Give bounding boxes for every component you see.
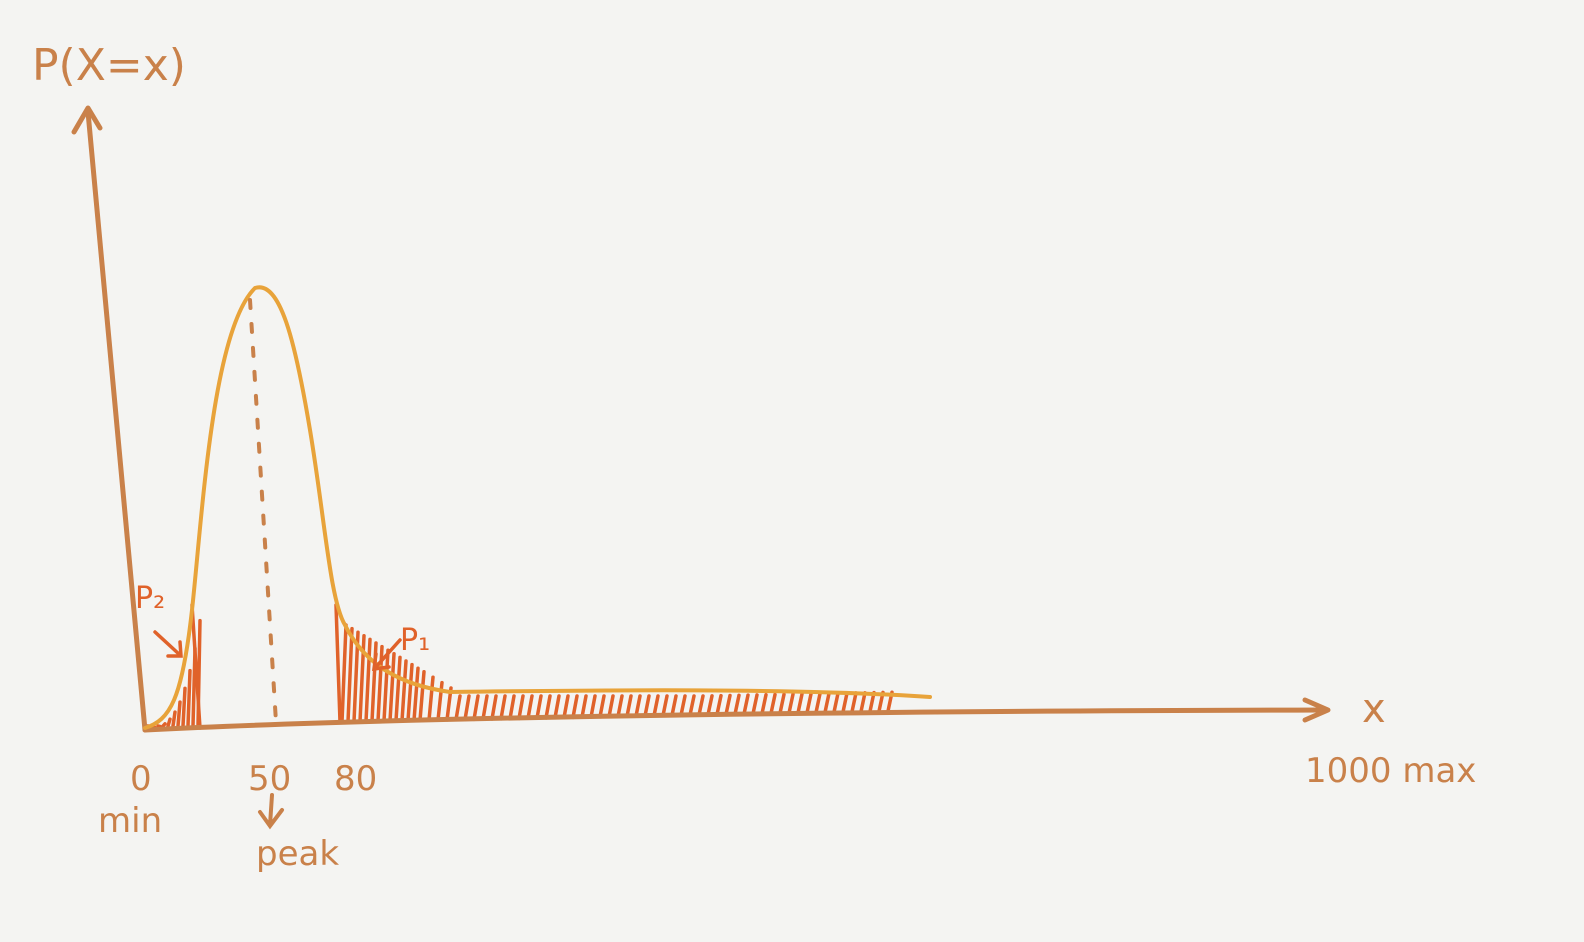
hatch: [544, 694, 552, 720]
peak-arrow: [258, 793, 284, 830]
hatch: [171, 710, 177, 728]
region-arrow: [371, 638, 402, 672]
hatch: [751, 693, 759, 716]
shaded-regions: [146, 603, 894, 730]
hatch: [463, 694, 471, 722]
hatch: [670, 694, 678, 718]
hatch: [643, 694, 651, 718]
hatch: [742, 693, 750, 716]
x-label-note: peak: [256, 834, 339, 874]
hatch: [625, 694, 633, 719]
hatch: [472, 694, 480, 722]
peak-line: [248, 298, 278, 724]
x-label: 80: [334, 759, 377, 799]
y-axis: [85, 109, 148, 733]
hatch: [190, 603, 202, 730]
hatch: [796, 692, 804, 715]
hatch: [607, 694, 615, 719]
hatch: [394, 655, 402, 723]
hatch: [553, 694, 561, 720]
hatch: [517, 694, 525, 721]
hatch: [580, 694, 588, 719]
hatch: [661, 694, 669, 718]
hatch: [715, 693, 723, 717]
hatch: [412, 666, 420, 723]
hatch: [166, 717, 172, 728]
hatch: [181, 686, 187, 728]
x-label: 1000 max: [1305, 751, 1476, 791]
hatch: [859, 691, 867, 714]
hatch: [634, 694, 642, 718]
hatch: [706, 694, 714, 717]
region-label: P₂: [135, 581, 165, 616]
hatch: [760, 693, 768, 716]
hatch: [562, 694, 570, 720]
hatch: [490, 694, 498, 721]
x-axis-label: x: [1362, 686, 1386, 732]
x-axis: [142, 707, 1328, 733]
hatch: [841, 691, 849, 714]
hatch: [571, 694, 579, 720]
hatch: [814, 691, 822, 715]
hatch: [427, 675, 435, 723]
hatch: [679, 694, 687, 717]
hatch: [589, 694, 597, 719]
hatch: [778, 692, 786, 715]
hatch: [724, 693, 732, 717]
hatch: [186, 668, 192, 728]
hatch: [340, 623, 348, 724]
y-axis-label: P(X=x): [32, 40, 186, 91]
hatch: [346, 626, 354, 724]
hatch: [733, 693, 741, 716]
hatch: [364, 637, 372, 724]
hatch: [400, 659, 408, 723]
distribution-curve: [143, 285, 932, 730]
hatch: [481, 694, 489, 721]
hatch: [535, 694, 543, 720]
x-label: 0: [130, 759, 152, 799]
region-label: P₁: [400, 623, 430, 658]
hatch: [616, 694, 624, 719]
hatch: [161, 722, 167, 728]
hatch: [805, 692, 813, 715]
hatch: [406, 662, 414, 723]
hatch: [526, 694, 534, 721]
region-arrow: [153, 630, 183, 658]
hatch: [769, 692, 777, 716]
x-label: 50: [248, 759, 291, 799]
hatch: [508, 694, 516, 721]
hatch: [688, 694, 696, 717]
hatch: [418, 670, 426, 723]
hatch: [787, 692, 795, 715]
hatch: [334, 603, 342, 724]
hatch: [850, 691, 858, 714]
x-label-note: min: [98, 801, 162, 841]
hatch: [823, 691, 831, 715]
hatch: [598, 694, 606, 719]
hatch: [832, 691, 840, 714]
x-axis-arrow: [1302, 697, 1331, 723]
y-axis-arrow: [71, 105, 103, 135]
hatch: [454, 694, 462, 722]
hatch: [499, 694, 507, 721]
hatch: [652, 694, 660, 718]
hatch: [388, 652, 396, 723]
hatch: [382, 648, 390, 723]
hatch: [176, 700, 182, 728]
hatch: [697, 694, 705, 717]
